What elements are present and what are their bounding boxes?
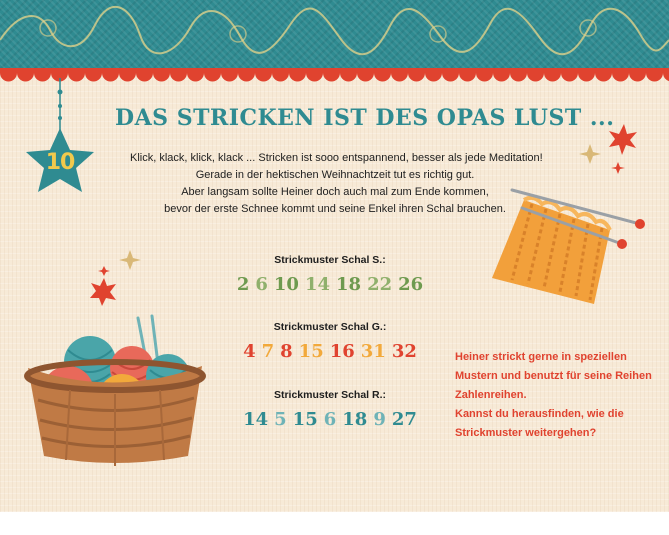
intro-text: Klick, klack, klick, klack ... Stricken … [130,150,543,218]
sparkle-stars-icon [579,124,637,174]
pattern-label-s: Strickmuster Schal S.: [274,254,386,266]
question-line: Kannst du herausfinden, wie die [455,408,624,420]
knit-banner [0,0,669,72]
pattern-values-s: 2 6 10 14 18 22 26 [200,274,460,295]
pattern-number: 6 [323,409,337,430]
sparkle-stars-left-icon [90,250,141,306]
pattern-label-g: Strickmuster Schal G.: [273,321,387,333]
pattern-values-g: 4 7 8 15 16 31 32 [200,341,460,362]
pattern-number: 16 [329,341,355,362]
pattern-number: 31 [360,341,386,362]
pattern-number: 26 [398,274,424,295]
pattern-number: 14 [243,409,269,430]
day-number: 10 [45,150,76,175]
pattern-number: 9 [373,409,386,430]
question-line: Mustern und benutzt für seine Reihen [455,370,652,382]
pattern-number: 22 [367,274,393,295]
star-ornament-icon [26,78,94,192]
pattern-label-r: Strickmuster Schal R.: [273,389,387,401]
pattern-number: 4 [243,341,256,362]
intro-line: bevor der erste Schnee kommt und seine E… [164,203,506,215]
pattern-number: 2 [236,274,250,295]
intro-line: Klick, klack, klick, klack ... Stricken … [130,152,543,164]
pattern-number: 15 [292,409,318,430]
pattern-number: 10 [273,274,299,295]
pattern-number: 18 [342,409,368,430]
question-text: Heiner strickt gerne in speziellen Muste… [455,348,655,443]
intro-line: Gerade in der hektischen Weihnachtzeit t… [195,169,475,181]
pattern-number: 8 [280,341,293,362]
yarn-swirl-icon [0,5,669,56]
pattern-number: 27 [391,409,417,430]
pattern-number: 5 [274,409,287,430]
pattern-number: 6 [255,274,268,295]
pattern-values-r: 14 5 15 6 18 9 27 [200,409,460,430]
advent-card: 10 DAS STRICKEN IST DES OPAS LUST ... Kl… [0,0,669,512]
pattern-number: 14 [304,274,330,295]
page-title: DAS STRICKEN IST DES OPAS LUST ... [115,105,615,131]
pattern-number: 7 [261,341,275,362]
question-line: Strickmuster weitergehen? [455,427,597,439]
scallop-border-icon [0,68,669,82]
intro-line: Aber langsam sollte Heiner doch auch mal… [181,186,489,198]
yarn-basket-icon [24,314,206,466]
question-line: Zahlenreihen. [455,389,527,401]
question-line: Heiner strickt gerne in speziellen [455,351,627,363]
pattern-number: 15 [298,341,324,362]
knitting-needles-icon [492,188,645,304]
pattern-number: 32 [391,341,417,362]
pattern-number: 18 [336,274,362,295]
